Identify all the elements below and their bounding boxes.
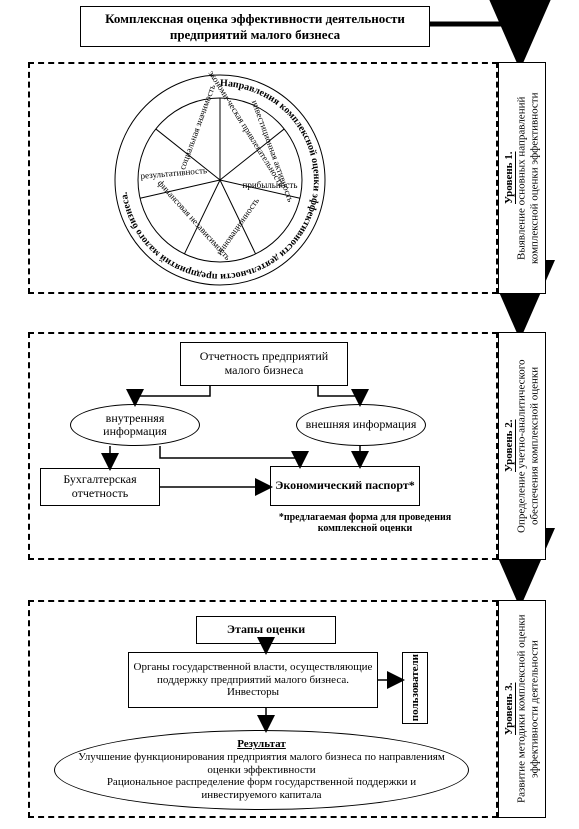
level2-desc: Определение учетно-аналитического обеспе… [516, 359, 541, 533]
passport-box: Экономический паспорт* [270, 466, 420, 506]
level3-side-label: Уровень 3. Развитие методики комплексной… [498, 600, 546, 818]
level3-num: Уровень 3. [503, 683, 515, 736]
passport-text: Экономический паспорт* [275, 479, 415, 493]
footnote: *предлагаемая форма для проведения компл… [270, 512, 460, 534]
external-info-ellipse: внешняя информация [296, 404, 426, 446]
title-text: Комплексная оценка эффективности деятель… [105, 11, 405, 42]
accounting-text: Бухгалтерская отчетность [45, 473, 155, 501]
result-header: Результат [237, 738, 286, 751]
pie-chart: Направления комплексной оценки эффективн… [110, 70, 330, 290]
users-vertical-text: пользователи [409, 654, 421, 721]
level2-side-label: Уровень 2. Определение учетно-аналитичес… [498, 332, 546, 560]
internal-info-text: внутренняя информация [77, 412, 193, 438]
level1-num: Уровень 1. [503, 152, 515, 205]
level2-num: Уровень 2. [503, 420, 515, 473]
footnote-text: *предлагаемая форма для проведения компл… [279, 512, 451, 534]
stages-text: Этапы оценки [227, 623, 305, 637]
level3-desc: Развитие методики комплексной оценки эфф… [516, 615, 541, 804]
stages-box: Этапы оценки [196, 616, 336, 644]
accounting-box: Бухгалтерская отчетность [40, 468, 160, 506]
external-info-text: внешняя информация [306, 418, 417, 431]
title-box: Комплексная оценка эффективности деятель… [80, 6, 430, 47]
users-vertical-label: пользователи [402, 652, 428, 724]
level1-side-label: Уровень 1. Выявление основных направлени… [498, 62, 546, 294]
users-box: Органы государственной власти, осуществл… [128, 652, 378, 708]
result-body: Улучшение функционирования предприятия м… [77, 751, 446, 802]
reporting-box: Отчетность предприятий малого бизнеса [180, 342, 348, 386]
users-box-text: Органы государственной власти, осуществл… [133, 661, 373, 699]
result-ellipse: Результат Улучшение функционирования пре… [54, 730, 469, 810]
internal-info-ellipse: внутренняя информация [70, 404, 200, 446]
level1-desc: Выявление основных направлений комплексн… [516, 92, 541, 263]
reporting-text: Отчетность предприятий малого бизнеса [185, 350, 343, 378]
